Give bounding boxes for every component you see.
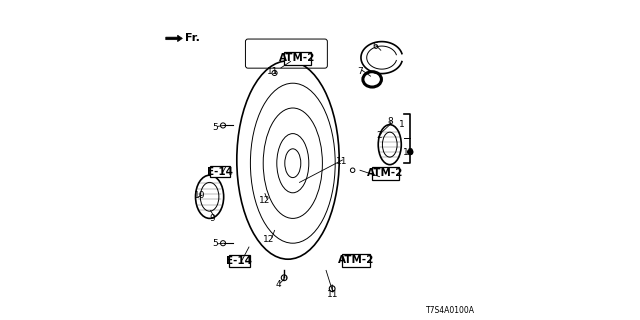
Ellipse shape xyxy=(383,132,397,157)
Circle shape xyxy=(330,286,335,292)
Text: 9: 9 xyxy=(209,214,215,223)
Text: 10: 10 xyxy=(195,191,205,200)
Text: 11: 11 xyxy=(336,157,348,166)
Ellipse shape xyxy=(378,124,401,164)
Circle shape xyxy=(272,70,277,76)
Text: 1: 1 xyxy=(399,120,404,129)
Text: 6: 6 xyxy=(372,42,378,51)
Text: 2: 2 xyxy=(376,131,381,140)
Text: T7S4A0100A: T7S4A0100A xyxy=(426,306,475,315)
Text: 12: 12 xyxy=(259,196,270,205)
FancyBboxPatch shape xyxy=(342,254,370,267)
FancyBboxPatch shape xyxy=(372,167,399,180)
Circle shape xyxy=(282,275,287,281)
Text: 5: 5 xyxy=(212,123,218,132)
Circle shape xyxy=(220,241,226,246)
Text: 11: 11 xyxy=(327,290,339,299)
FancyBboxPatch shape xyxy=(284,52,311,65)
Circle shape xyxy=(408,149,413,155)
Text: ATM-2: ATM-2 xyxy=(279,53,316,63)
Text: 13: 13 xyxy=(403,148,414,157)
Text: 5: 5 xyxy=(212,239,218,248)
Text: ATM-2: ATM-2 xyxy=(338,255,374,266)
Polygon shape xyxy=(166,35,182,42)
Ellipse shape xyxy=(200,182,219,211)
Circle shape xyxy=(220,123,226,128)
Text: E-14: E-14 xyxy=(207,166,233,177)
Ellipse shape xyxy=(196,175,224,219)
Text: ATM-2: ATM-2 xyxy=(367,168,404,179)
Text: E-14: E-14 xyxy=(227,256,252,266)
FancyBboxPatch shape xyxy=(229,255,250,267)
FancyBboxPatch shape xyxy=(210,166,230,177)
Text: 8: 8 xyxy=(388,117,393,126)
Text: 12: 12 xyxy=(263,235,275,244)
Text: 11: 11 xyxy=(267,67,278,76)
Text: 4: 4 xyxy=(276,280,281,289)
Text: Fr.: Fr. xyxy=(185,33,200,44)
Circle shape xyxy=(351,168,355,172)
Text: 7: 7 xyxy=(358,67,363,76)
